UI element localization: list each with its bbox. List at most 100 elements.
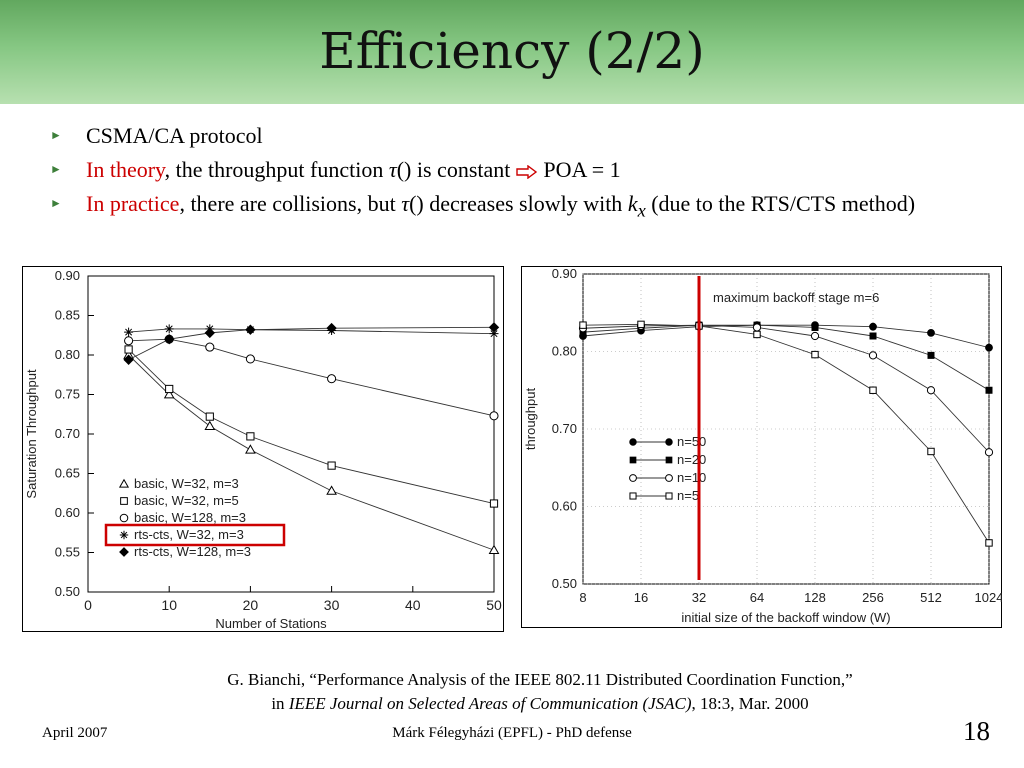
data-point-square-open xyxy=(124,345,133,354)
bullet-item: ► In practice, there are collisions, but… xyxy=(48,190,988,224)
data-point-star xyxy=(489,329,499,339)
series-5 xyxy=(123,322,500,365)
tau-symbol: τ xyxy=(388,157,397,182)
y-tick-label: 0.75 xyxy=(55,387,80,402)
data-point-circle-filled xyxy=(927,329,935,337)
chart-left: 0.50 0.55 0.60 0.65 0.70 0.75 0.80 0.85 0.90 0 10 2… xyxy=(22,266,504,632)
y-tick-label: 0.50 xyxy=(552,576,577,591)
legend: basic, W=32, m=3 basic, W=32, m=5 basic, W… xyxy=(104,476,286,559)
x-tick-label: 32 xyxy=(692,590,706,605)
data-point-circle-open xyxy=(665,474,673,482)
data-point-circle-filled xyxy=(629,438,637,446)
data-point-square-filled xyxy=(869,332,877,340)
x-tick-label: 512 xyxy=(920,590,942,605)
legend-label: basic, W=32, m=3 xyxy=(134,476,239,491)
y-tick-label: 0.90 xyxy=(55,268,80,283)
series-line xyxy=(128,354,495,551)
data-point-square-filled xyxy=(629,456,637,464)
y-axis-label: Saturation Throughput xyxy=(24,369,39,499)
legend-label: n=20 xyxy=(677,452,706,467)
y-tick-label: 0.50 xyxy=(55,584,80,599)
data-point-square-open xyxy=(665,492,673,500)
implies-arrow-icon xyxy=(516,164,538,179)
y-tick-label: 0.70 xyxy=(55,426,80,441)
k-subscript: x xyxy=(637,200,646,221)
tau-symbol: τ xyxy=(401,191,410,216)
bullet-highlight: In theory xyxy=(86,157,165,182)
bullet-arrow-icon: ► xyxy=(50,128,62,142)
data-point-circle-filled xyxy=(869,322,877,331)
chart-right: 8 16 32 64 128 256 512 1024 0.50 0.60 0.70 0.80 0.90… xyxy=(521,266,1002,628)
chart-left-svg: 0.50 0.55 0.60 0.65 0.70 0.75 0.80 0.85 0.90 0 10 2… xyxy=(22,266,504,632)
data-point-square-open xyxy=(246,432,255,441)
y-tick-label: 0.70 xyxy=(552,421,577,436)
data-point-circle-filled xyxy=(665,438,673,446)
data-point-square-open xyxy=(637,320,645,329)
bullet-list: ► CSMA/CA protocol ► In theory, the thro… xyxy=(48,122,988,231)
data-point-triangle-open xyxy=(163,388,175,399)
data-point-diamond-filled xyxy=(326,322,337,334)
data-point-diamond-filled xyxy=(488,322,500,333)
series-2 xyxy=(124,345,499,508)
x-tick-label: 10 xyxy=(161,597,177,613)
bullet-text: () is constant xyxy=(396,157,516,182)
x-tick-label: 16 xyxy=(634,590,648,605)
data-point-square-open xyxy=(489,499,499,508)
series-line xyxy=(128,328,495,335)
footer-author: Márk Félegyházi (EPFL) - PhD defense xyxy=(392,725,632,741)
series-line xyxy=(582,324,990,349)
data-point-square-open xyxy=(629,492,637,500)
data-point-circle-open xyxy=(984,448,994,457)
x-tick-label: 20 xyxy=(243,597,259,613)
series-line xyxy=(582,324,990,453)
chart-left-frame xyxy=(22,266,504,632)
data-point-square-filled xyxy=(927,351,935,359)
x-tick-label: 64 xyxy=(750,590,764,605)
data-point-square-open xyxy=(753,330,761,339)
chart-right-svg: 8 16 32 64 128 256 512 1024 0.50 0.60 0.70 0.80 0.90… xyxy=(521,266,1002,628)
series-line xyxy=(128,326,495,361)
data-point-triangle-open xyxy=(326,485,337,495)
chart-annotation: maximum backoff stage m=6 xyxy=(713,290,879,305)
series-3 xyxy=(124,334,499,421)
x-tick-label: 1024 xyxy=(975,590,1002,605)
data-point-star xyxy=(124,327,134,337)
x-tick-label: 0 xyxy=(84,597,92,613)
data-point-square-open xyxy=(985,539,993,547)
data-point-diamond-filled xyxy=(119,547,129,557)
y-tick-label: 0.85 xyxy=(55,308,80,323)
bullet-arrow-icon: ► xyxy=(50,162,62,176)
y-tick-label: 0.60 xyxy=(552,499,577,514)
data-point-square-open xyxy=(205,412,214,421)
data-point-triangle-open xyxy=(245,444,256,454)
x-tick-label: 40 xyxy=(405,597,421,613)
y-tick-label: 0.55 xyxy=(55,545,80,560)
y-axis-label: throughput xyxy=(523,388,538,451)
data-point-circle-open xyxy=(124,336,134,346)
k-symbol: k xyxy=(627,191,638,216)
data-point-square-open xyxy=(579,321,587,329)
legend-label: n=50 xyxy=(677,434,706,449)
data-point-square-filled xyxy=(811,323,819,331)
legend-label: n=10 xyxy=(677,470,706,485)
legend-label: n=5 xyxy=(677,488,699,503)
bullet-text: POA = 1 xyxy=(537,157,621,182)
x-tick-label: 8 xyxy=(579,590,586,605)
data-point-circle-open xyxy=(245,354,255,364)
data-point-triangle-open xyxy=(118,478,130,488)
data-point-diamond-filled xyxy=(204,327,216,339)
data-point-circle-open xyxy=(327,374,337,384)
data-point-circle-open xyxy=(629,474,637,482)
data-point-diamond-filled xyxy=(245,324,256,335)
data-point-star xyxy=(164,324,174,334)
data-point-square-filled xyxy=(985,386,993,394)
bullet-item: ► In theory, the throughput function τ()… xyxy=(48,156,988,183)
bullet-highlight: In practice xyxy=(86,191,180,216)
data-point-circle-filled xyxy=(985,343,993,352)
data-point-circle-open xyxy=(752,323,762,332)
bullet-text: CSMA/CA protocol xyxy=(86,123,263,148)
citation-line-2: in IEEE Journal on Selected Areas of Com… xyxy=(150,692,930,716)
x-axis-label: Number of Stations xyxy=(215,616,327,631)
slide-title: Efficiency (2/2) xyxy=(319,22,705,80)
data-point-triangle-open xyxy=(204,420,216,430)
